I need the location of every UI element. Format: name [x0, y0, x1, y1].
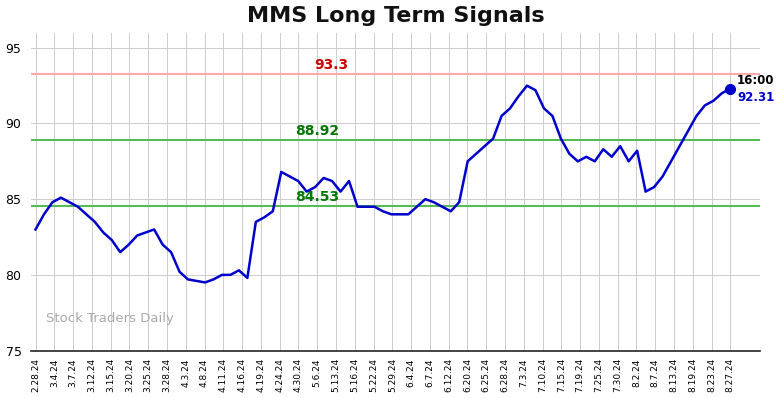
Text: 16:00: 16:00 — [737, 74, 775, 88]
Text: 92.31: 92.31 — [737, 91, 775, 104]
Title: MMS Long Term Signals: MMS Long Term Signals — [247, 6, 544, 25]
Text: 84.53: 84.53 — [295, 191, 339, 205]
Text: Stock Traders Daily: Stock Traders Daily — [45, 312, 174, 325]
Text: 88.92: 88.92 — [295, 124, 339, 138]
Text: 93.3: 93.3 — [314, 58, 348, 72]
